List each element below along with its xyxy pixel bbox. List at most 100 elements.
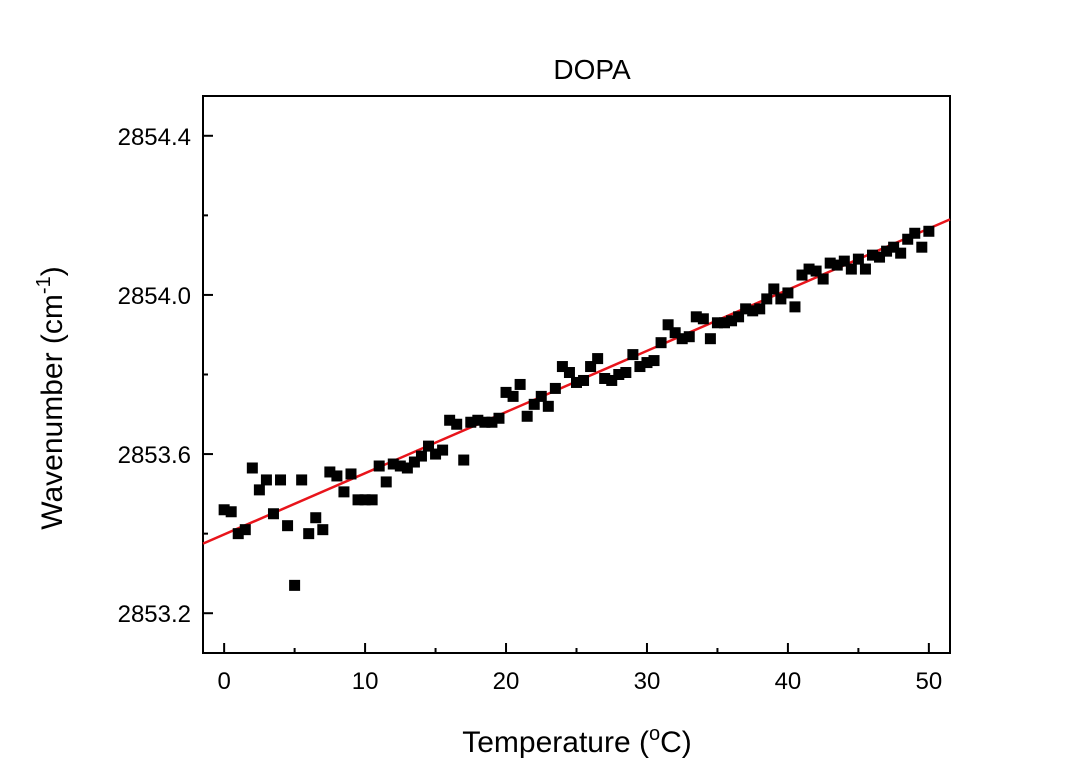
data-point xyxy=(810,265,822,277)
data-point xyxy=(606,374,618,386)
data-point xyxy=(394,460,406,472)
data-point xyxy=(852,253,864,265)
data-point xyxy=(754,303,766,315)
data-point xyxy=(662,319,674,331)
data-point xyxy=(296,474,308,486)
data-point xyxy=(641,357,653,369)
x-axis-title: Temperature (oC) xyxy=(462,723,692,759)
data-point xyxy=(303,528,315,540)
data-point xyxy=(260,474,272,486)
data-point xyxy=(239,524,251,536)
data-point xyxy=(578,374,590,386)
data-point xyxy=(866,249,878,261)
data-point xyxy=(275,474,287,486)
data-point xyxy=(634,361,646,373)
axis-ticks: 0 10 20 30 40 50 2853.2 2853.6 2854.0 2854.4 xyxy=(118,124,943,695)
data-point xyxy=(697,313,709,325)
data-point xyxy=(451,418,463,430)
data-point xyxy=(718,317,730,329)
data-point xyxy=(775,293,787,305)
x-tick-label: 0 xyxy=(217,668,230,695)
data-point xyxy=(549,382,561,394)
data-point xyxy=(845,263,857,275)
data-point xyxy=(923,225,935,237)
data-point xyxy=(493,412,505,424)
data-point xyxy=(289,579,301,591)
data-point xyxy=(267,508,279,520)
data-point xyxy=(655,337,667,349)
data-point xyxy=(458,454,470,466)
data-point xyxy=(380,476,392,488)
data-point xyxy=(676,333,688,345)
data-point xyxy=(225,506,237,518)
data-point xyxy=(740,303,752,315)
data-point xyxy=(690,311,702,323)
y-tick-label: 2853.6 xyxy=(118,442,191,469)
data-point xyxy=(571,376,582,388)
data-point xyxy=(479,416,491,428)
data-point xyxy=(437,444,449,456)
data-point xyxy=(232,528,244,540)
data-point xyxy=(824,257,836,269)
data-point xyxy=(704,333,716,345)
data-point xyxy=(528,398,540,410)
data-point xyxy=(282,520,294,532)
data-point xyxy=(500,386,512,398)
data-point xyxy=(613,369,625,380)
data-point xyxy=(465,416,477,428)
data-point xyxy=(599,372,611,384)
data-point xyxy=(430,448,442,460)
data-point xyxy=(803,263,815,275)
data-point xyxy=(444,414,456,426)
data-point xyxy=(366,494,378,506)
data-point xyxy=(683,331,695,343)
data-point xyxy=(669,327,681,339)
chart-title: DOPA xyxy=(553,54,631,85)
data-point xyxy=(817,273,829,285)
y-tick-label: 2854.0 xyxy=(118,283,191,310)
data-point xyxy=(310,512,322,524)
data-point xyxy=(789,301,801,313)
y-tick-label: 2854.4 xyxy=(118,124,191,151)
data-point xyxy=(514,378,526,390)
data-point xyxy=(246,462,258,474)
data-point xyxy=(711,317,723,329)
data-point xyxy=(331,470,343,482)
data-point xyxy=(338,486,350,498)
x-tick-label: 50 xyxy=(916,668,943,695)
data-point xyxy=(859,263,871,275)
x-tick-label: 20 xyxy=(493,668,520,695)
data-point xyxy=(620,367,632,379)
data-point xyxy=(218,504,230,516)
data-point xyxy=(535,390,547,402)
data-point xyxy=(761,293,773,305)
data-point xyxy=(768,283,780,295)
data-point xyxy=(909,227,921,239)
data-point xyxy=(253,484,265,496)
data-point xyxy=(486,416,498,428)
data-point xyxy=(373,460,385,472)
data-point xyxy=(472,414,484,426)
data-point xyxy=(782,287,794,299)
data-point xyxy=(563,367,575,379)
data-point xyxy=(507,390,519,402)
plot-frame xyxy=(202,95,951,654)
data-point xyxy=(556,361,568,373)
data-point xyxy=(874,251,886,263)
data-point xyxy=(796,269,808,281)
x-tick-label: 40 xyxy=(775,668,802,695)
y-axis-title: Wavenumber (cm-1) xyxy=(33,266,69,529)
data-point xyxy=(345,468,357,480)
data-point xyxy=(521,410,533,422)
x-tick-label: 30 xyxy=(634,668,661,695)
y-tick-label: 2853.2 xyxy=(118,601,191,628)
data-point xyxy=(317,524,329,536)
data-point xyxy=(408,456,420,468)
data-point xyxy=(627,349,639,361)
data-point xyxy=(916,241,928,253)
data-point xyxy=(542,400,554,412)
data-point xyxy=(726,315,738,327)
data-point xyxy=(831,259,843,271)
data-point xyxy=(888,241,900,253)
